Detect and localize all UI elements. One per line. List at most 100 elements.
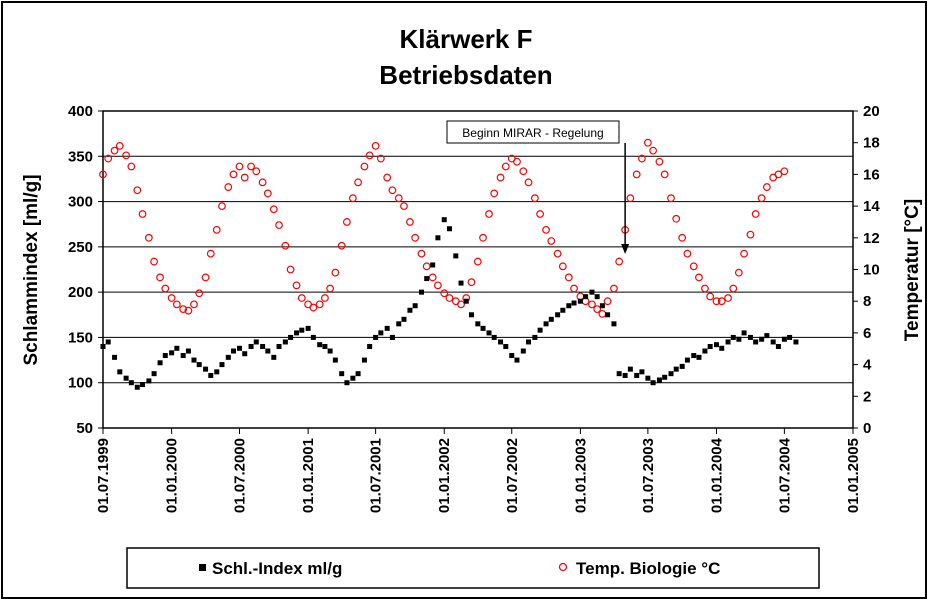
temperature-point <box>144 233 153 242</box>
schlammindex-point <box>662 374 668 380</box>
schlammindex-point <box>332 357 338 363</box>
series-temperature <box>99 138 789 318</box>
temperature-point <box>524 178 533 187</box>
temperature-point <box>547 237 556 245</box>
y-axis-label: Schlammindex [ml/g] <box>21 174 42 365</box>
schlammindex-point <box>260 343 266 349</box>
schlammindex-point <box>555 312 561 318</box>
temperature-point <box>167 294 176 302</box>
schlammindex-point <box>355 371 361 377</box>
temperature-point <box>156 273 164 282</box>
temperature-point <box>292 281 301 290</box>
legend-marker-schlammindex <box>199 564 206 571</box>
schlammindex-point <box>594 294 600 300</box>
schlammindex-point <box>537 327 543 333</box>
schlammindex-point <box>236 345 242 351</box>
schlammindex-point <box>288 334 294 340</box>
temperature-point <box>383 173 392 182</box>
x-axis-ticks: 01.07.1999 01.01.2000 01.07.2000 01.01.2001… <box>95 428 862 513</box>
temperature-point <box>536 210 544 218</box>
y2-tick-label: 6 <box>863 325 871 342</box>
temperature-point <box>297 294 306 302</box>
schlammindex-point <box>446 226 452 232</box>
temperature-point <box>365 151 374 160</box>
schlammindex-point <box>503 343 509 349</box>
temperature-point <box>275 221 283 230</box>
schlammindex-point <box>128 380 134 386</box>
schlammindex-point <box>480 325 486 331</box>
y-tick-label: 150 <box>68 329 93 346</box>
temperature-point <box>712 297 721 306</box>
temperature-point <box>104 154 113 163</box>
temperature-point <box>780 167 789 176</box>
schlammindex-point <box>253 339 259 345</box>
temperature-point <box>542 225 550 234</box>
schlammindex-point <box>146 378 152 384</box>
y-tick-label: 350 <box>68 148 93 165</box>
x-tick-label: 01.07.2001 <box>368 438 385 513</box>
y-tick-label: 400 <box>68 103 93 120</box>
schlammindex-point <box>169 350 175 356</box>
temperature-point <box>235 162 244 171</box>
schlammindex-point <box>714 342 720 348</box>
temperature-point <box>501 162 510 171</box>
schlammindex-point <box>305 325 311 331</box>
schlammindex-point <box>378 330 384 336</box>
schlammindex-point <box>616 371 622 377</box>
temperature-point <box>479 233 487 242</box>
temperature-point <box>683 249 692 258</box>
temperature-point <box>206 249 215 258</box>
schlammindex-point <box>599 303 605 309</box>
schlammindex-point <box>566 303 572 309</box>
schlammindex-point <box>589 289 595 295</box>
schlammindex-point <box>384 325 390 331</box>
schlammindex-point <box>583 294 589 300</box>
schlammindex-point <box>367 343 373 349</box>
schlammindex-point <box>679 363 685 369</box>
schlammindex-point <box>317 342 323 348</box>
x-tick-label: 01.07.2000 <box>231 438 248 513</box>
temperature-point <box>337 241 346 250</box>
schlammindex-point <box>248 343 254 349</box>
schlammindex-point <box>100 343 106 349</box>
temperature-point <box>490 189 499 198</box>
temperature-point <box>417 249 426 258</box>
temperature-point <box>643 138 652 147</box>
temperature-point <box>485 210 493 218</box>
y2-tick-label: 2 <box>863 388 871 405</box>
schlammindex-point <box>781 336 787 342</box>
schlammindex-point <box>361 357 367 363</box>
schlammindex-point <box>543 321 549 327</box>
y2-tick-label: 4 <box>863 357 872 374</box>
schlammindex-point <box>463 298 469 304</box>
temperature-point <box>558 262 567 271</box>
y2-tick-label: 20 <box>863 103 880 120</box>
schlammindex-point <box>294 330 300 336</box>
schlammindex-point <box>435 235 441 241</box>
temperature-point <box>695 273 703 282</box>
schlammindex-point <box>770 339 776 345</box>
schlammindex-point <box>645 375 651 381</box>
temperature-point <box>354 178 362 187</box>
temperature-point <box>530 194 539 203</box>
y2-axis-ticks: 0 2 4 6 8 10 12 14 16 18 20 <box>853 103 880 437</box>
annotation-box <box>446 120 620 144</box>
schlammindex-point <box>759 336 765 342</box>
temperature-point <box>150 257 158 266</box>
schlammindex-point <box>605 312 611 318</box>
temperature-point <box>689 262 698 271</box>
chart-title: Klärwerk F <box>400 24 533 54</box>
temperature-point <box>428 273 437 282</box>
temperature-point <box>457 300 465 309</box>
schlammindex-point <box>214 369 220 375</box>
schlammindex-point <box>498 339 504 345</box>
temperature-point <box>610 284 618 293</box>
y2-tick-label: 14 <box>863 198 880 215</box>
temperature-point <box>269 205 278 214</box>
schlammindex-point <box>634 372 640 378</box>
temperature-point <box>326 284 335 293</box>
schlammindex-point <box>276 343 282 349</box>
series-schlammindex <box>100 217 799 390</box>
schlammindex-point <box>736 336 742 342</box>
schlammindex-point <box>475 321 481 327</box>
